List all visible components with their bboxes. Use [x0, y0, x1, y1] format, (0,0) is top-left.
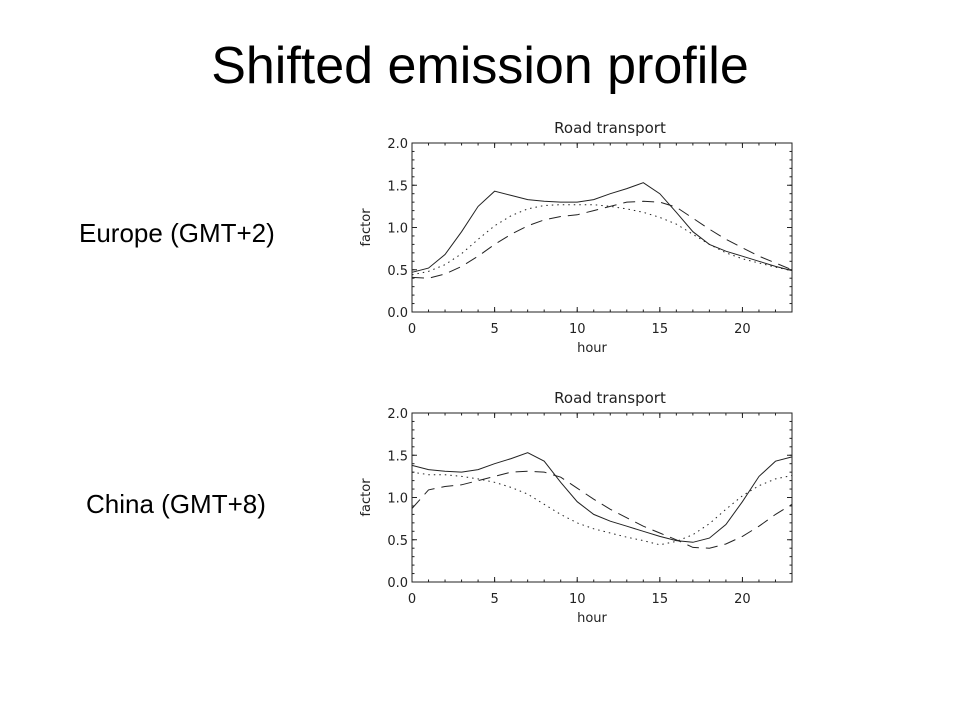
europe-y-tick-label: 0.0	[387, 306, 408, 321]
china-x-tick-label: 20	[734, 592, 751, 607]
europe-x-tick-label: 10	[569, 322, 586, 337]
china-x-axis-label: hour	[577, 611, 607, 626]
china-y-tick-label: 0.5	[387, 534, 408, 549]
europe-x-tick-label: 15	[652, 322, 669, 337]
china-y-tick-label: 1.0	[387, 492, 408, 507]
europe-y-axis-label: factor	[359, 208, 374, 247]
europe-y-tick-label: 2.0	[387, 137, 408, 152]
china-x-tick-label: 15	[652, 592, 669, 607]
china-y-tick-label: 2.0	[387, 407, 408, 422]
china-series-solid-line	[411, 452, 793, 543]
europe-y-tick-label: 1.5	[387, 179, 408, 194]
europe-chart-title: Road transport	[554, 119, 666, 137]
china-plot-frame	[411, 412, 793, 583]
europe-y-tick-label: 0.5	[387, 264, 408, 279]
china-y-tick-label: 0.0	[387, 576, 408, 591]
slide-title: Shifted emission profile	[211, 37, 749, 95]
europe-series-dashed-line	[411, 200, 793, 279]
china-x-tick-label: 0	[408, 592, 416, 607]
china-series-dashed-line	[411, 470, 793, 549]
europe-series-solid-line	[411, 182, 793, 273]
china-y-axis-label: factor	[359, 478, 374, 517]
europe-y-tick-label: 1.0	[387, 222, 408, 237]
china-series-dotted-line	[411, 471, 793, 546]
china-label: China (GMT+8)	[86, 489, 266, 519]
europe-x-tick-label: 20	[734, 322, 751, 337]
europe-x-tick-label: 5	[490, 322, 498, 337]
china-y-tick-label: 1.5	[387, 449, 408, 464]
europe-x-axis-label: hour	[577, 341, 607, 356]
china-x-tick-label: 10	[569, 592, 586, 607]
europe-label: Europe (GMT+2)	[79, 218, 275, 248]
china-chart-title: Road transport	[554, 389, 666, 407]
europe-series-dotted-line	[411, 204, 793, 276]
europe-x-tick-label: 0	[408, 322, 416, 337]
china-x-tick-label: 5	[490, 592, 498, 607]
